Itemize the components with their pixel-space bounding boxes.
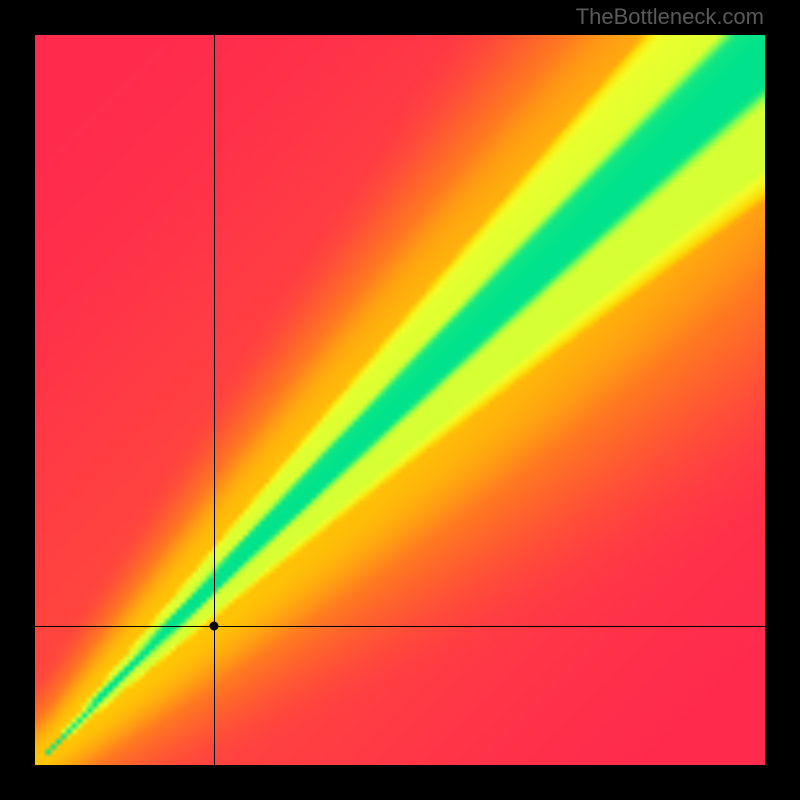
watermark-text: TheBottleneck.com: [576, 4, 764, 30]
crosshair-vertical-line: [214, 35, 215, 765]
crosshair-horizontal-line: [35, 626, 765, 627]
heatmap-canvas: [35, 35, 765, 765]
bottleneck-heatmap: [35, 35, 765, 765]
crosshair-point: [209, 622, 218, 631]
